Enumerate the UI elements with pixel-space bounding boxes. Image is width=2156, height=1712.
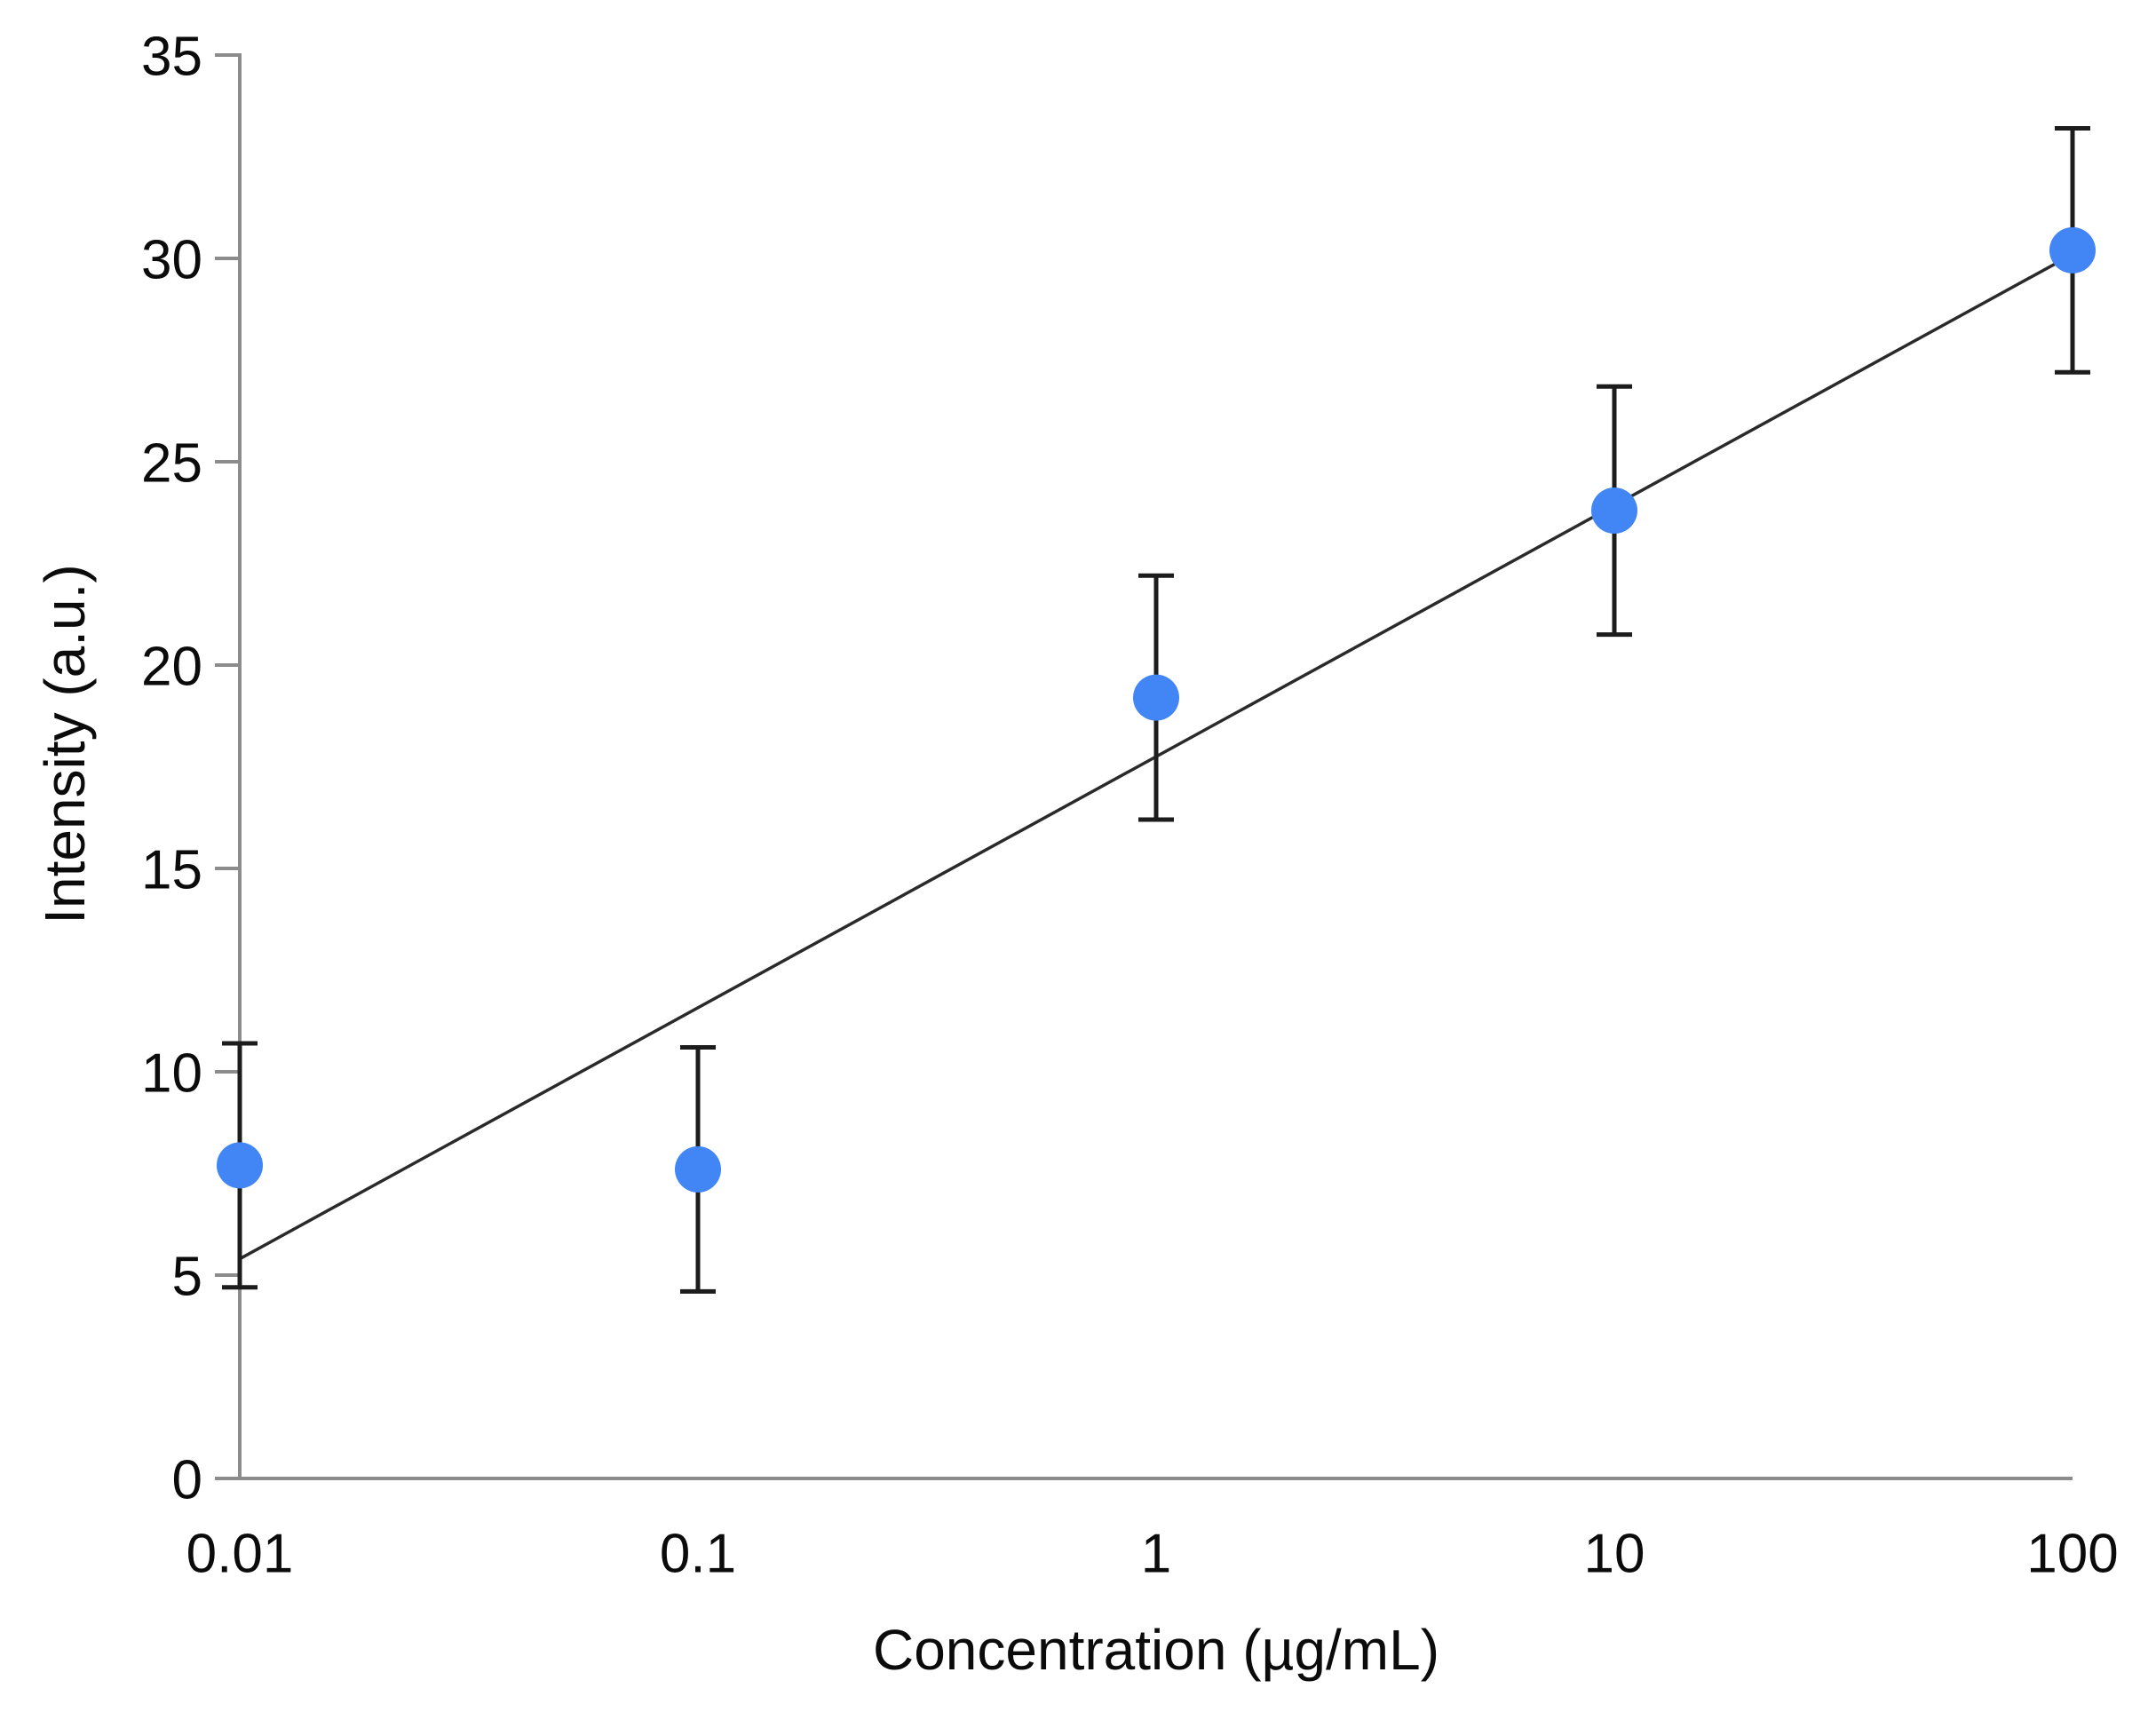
x-tick-label: 0.1 xyxy=(660,1524,736,1585)
data-point-marker xyxy=(1591,487,1637,534)
y-tick-label: 5 xyxy=(172,1247,202,1308)
y-tick-label: 30 xyxy=(141,230,202,291)
y-tick-label: 10 xyxy=(141,1043,202,1105)
x-tick-label: 10 xyxy=(1584,1524,1645,1585)
markers-layer xyxy=(217,226,2096,1193)
y-tick-label: 25 xyxy=(141,433,202,495)
x-tick-label: 0.01 xyxy=(186,1524,294,1585)
y-tick-label: 20 xyxy=(141,637,202,698)
data-point-marker xyxy=(675,1145,721,1193)
y-axis-title: Intensity (a.u.) xyxy=(33,564,97,924)
x-tick-label: 1 xyxy=(1141,1524,1171,1585)
data-point-marker xyxy=(2049,226,2096,273)
y-tick-label: 15 xyxy=(141,840,202,901)
y-tick-label: 35 xyxy=(141,27,202,88)
x-axis-title: Concentration (µg/mL) xyxy=(873,1618,1439,1682)
data-point-marker xyxy=(217,1142,263,1189)
axes xyxy=(215,53,2073,1480)
x-tick-label: 100 xyxy=(2026,1524,2118,1585)
data-point-marker xyxy=(1133,674,1179,721)
tick-labels-layer: 0 5 10 15 20 25 30 35 0.01 0.1 1 10 100 xyxy=(141,27,2119,1585)
y-tick-label: 0 xyxy=(172,1450,202,1511)
